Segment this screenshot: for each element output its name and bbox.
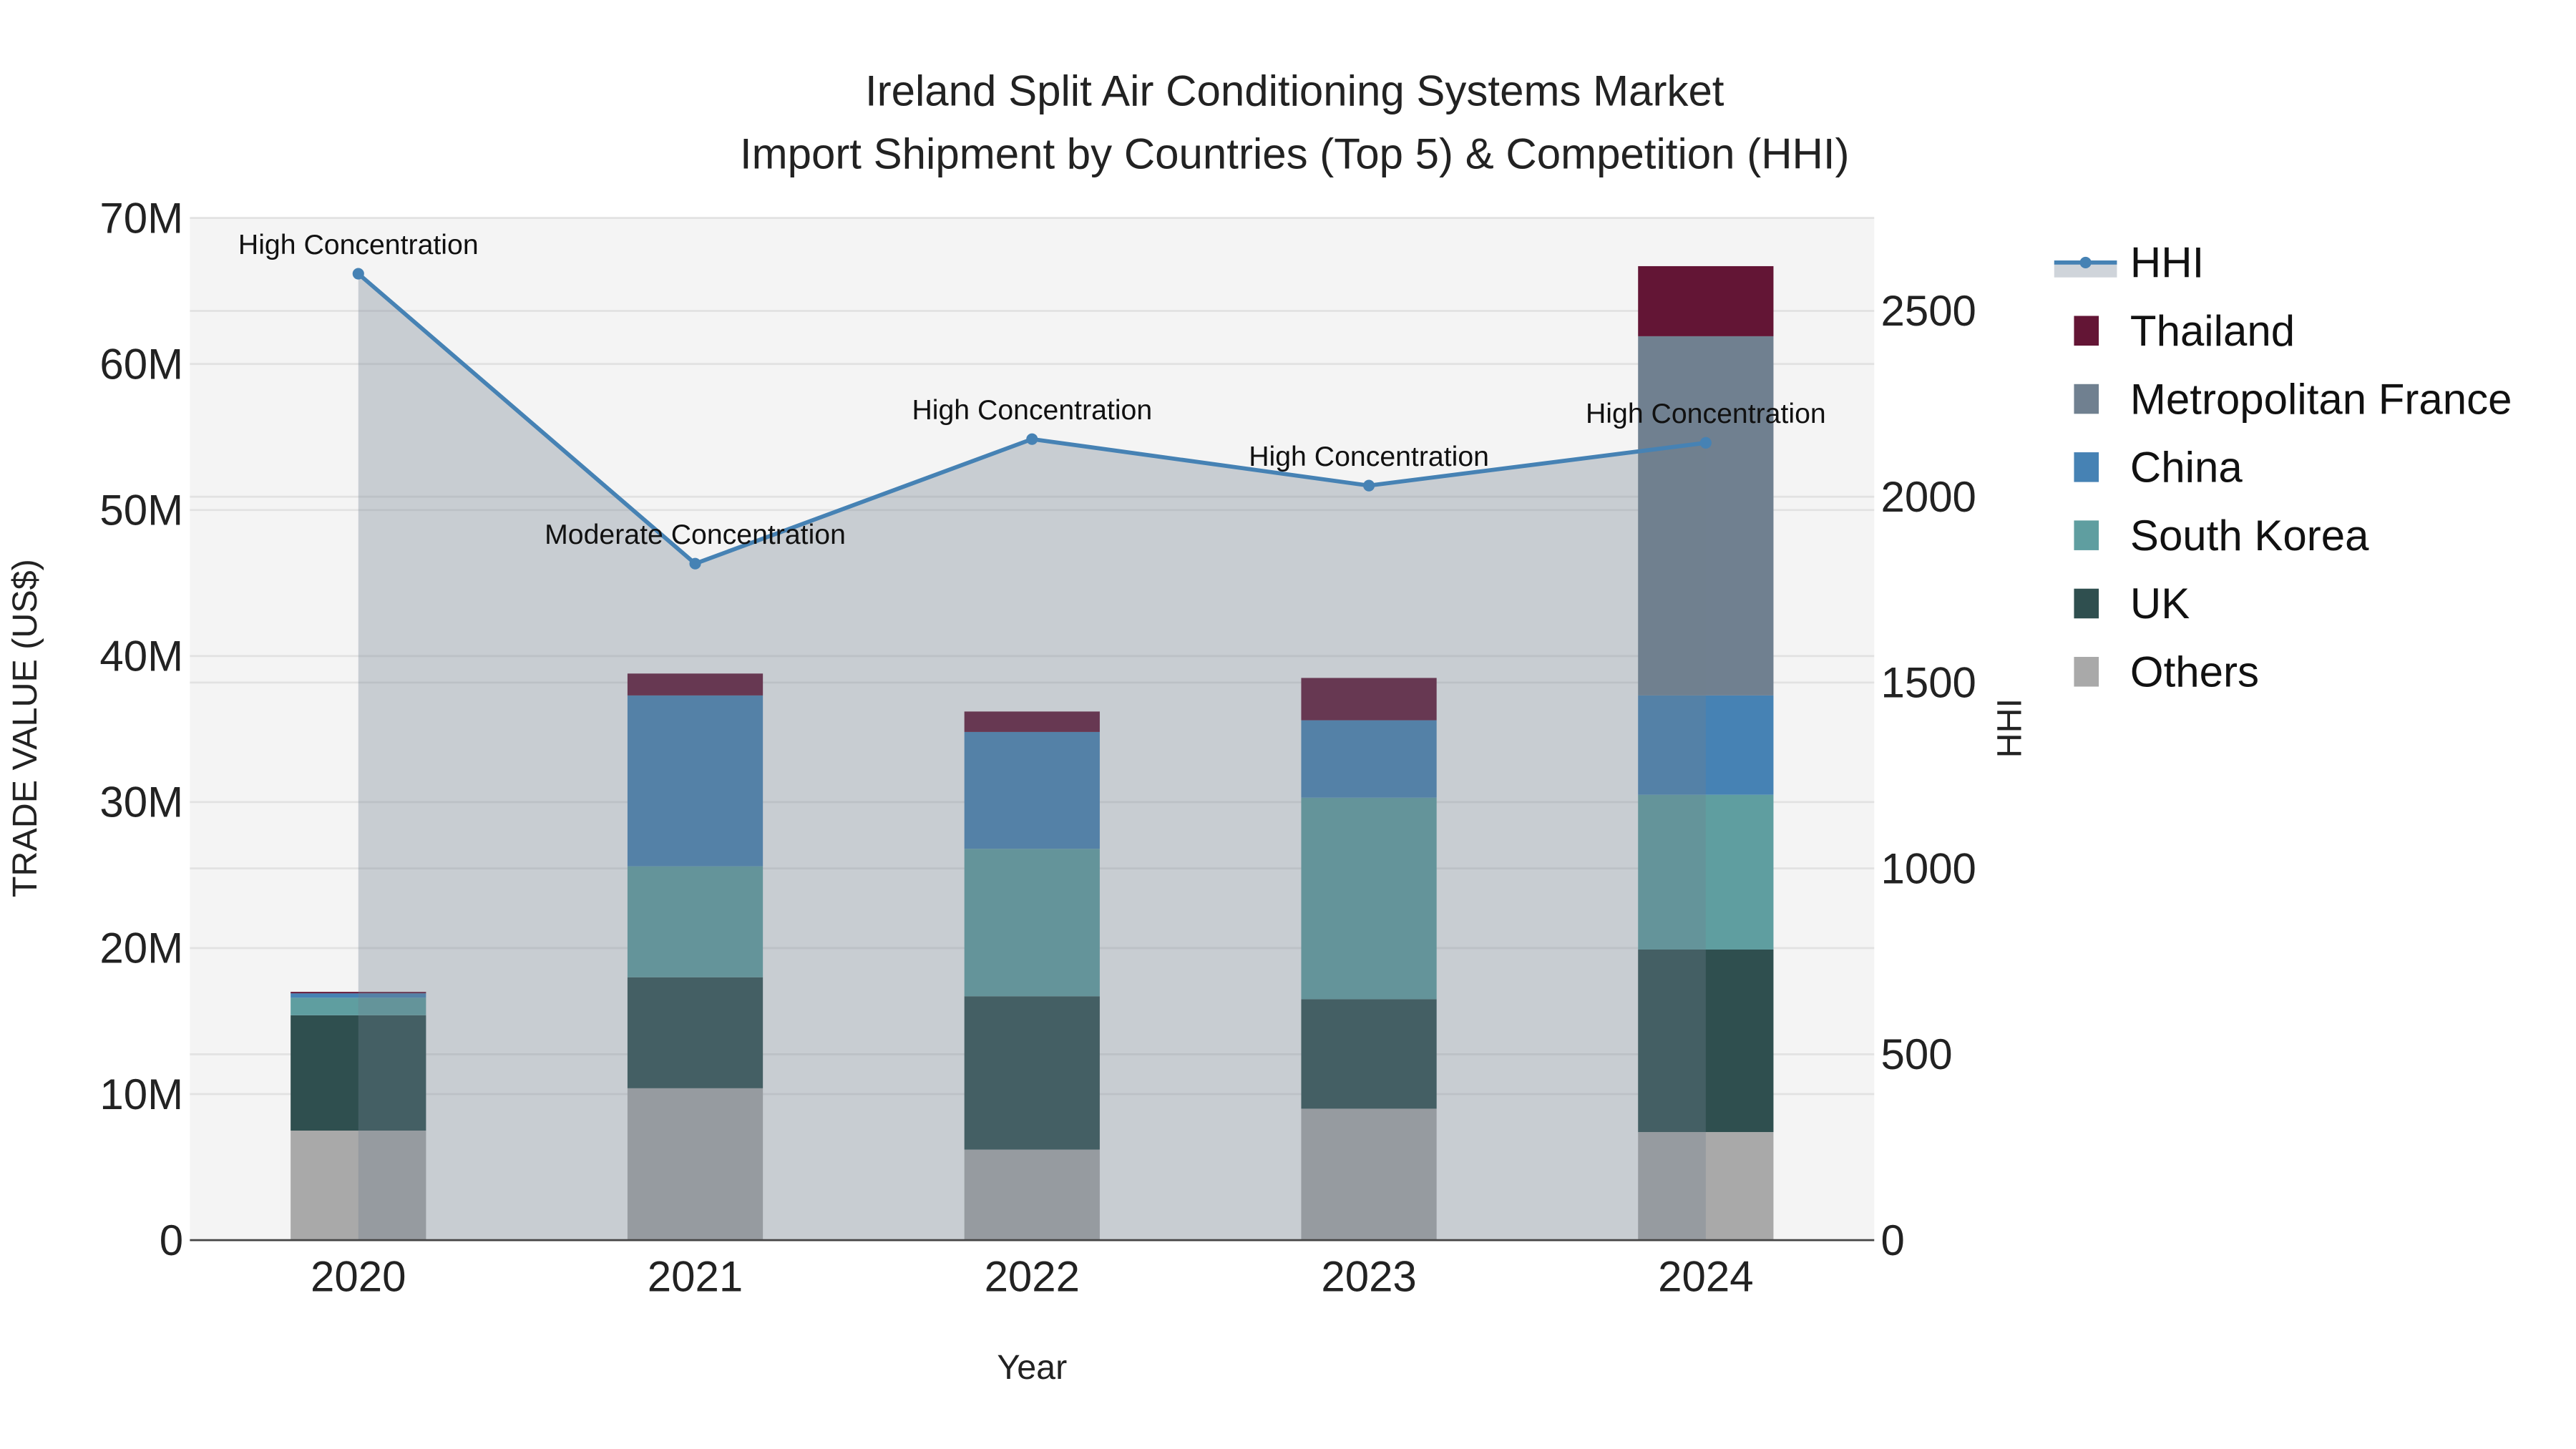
y2-tick-label: 0: [1880, 1216, 1904, 1264]
legend-item-south-korea[interactable]: South Korea: [2074, 512, 2369, 560]
hhi-annotation: High Concentration: [1586, 398, 1826, 429]
y-tick-label: 60M: [99, 340, 183, 388]
hhi-point-2023: [1363, 479, 1375, 492]
legend-label: Metropolitan France: [2130, 375, 2512, 423]
bar-china-2023: [1301, 720, 1437, 798]
y-axis-label: TRADE VALUE (US$): [6, 559, 44, 897]
bar-thailand-2023: [1301, 678, 1437, 721]
bar-others-2021: [627, 1088, 763, 1241]
hhi-annotation: Moderate Concentration: [545, 519, 846, 550]
y-tick-label: 50M: [99, 487, 183, 535]
y2-tick-label: 2000: [1880, 473, 1976, 521]
y2-tick-label: 1000: [1880, 844, 1976, 892]
legend-label: HHI: [2130, 239, 2204, 287]
bar-uk-2020: [291, 1015, 426, 1131]
bar-china-2021: [627, 695, 763, 867]
bar-thailand-2024: [1638, 265, 1774, 336]
hhi-annotation: High Concentration: [238, 229, 479, 260]
bar-south-korea-2022: [964, 849, 1100, 997]
y2-tick-label: 500: [1880, 1030, 1952, 1078]
legend-item-thailand[interactable]: Thailand: [2074, 307, 2295, 355]
legend-label: UK: [2130, 580, 2190, 628]
legend-label: China: [2130, 444, 2243, 492]
bar-others-2020: [291, 1131, 426, 1241]
hhi-annotation: High Concentration: [1249, 441, 1489, 472]
y-tick-label: 20M: [99, 924, 183, 972]
bar-uk-2024: [1638, 949, 1774, 1133]
bar-south-korea-2023: [1301, 797, 1437, 1000]
chart-title-line2: Import Shipment by Countries (Top 5) & C…: [740, 130, 1850, 177]
y2-tick-label: 2500: [1880, 287, 1976, 335]
bar-others-2024: [1638, 1132, 1774, 1241]
legend-swatch: [2074, 452, 2099, 482]
bar-thailand-2021: [627, 673, 763, 696]
legend-item-others[interactable]: Others: [2074, 648, 2259, 696]
legend-label: Thailand: [2130, 307, 2295, 355]
x-tick-label: 2024: [1658, 1253, 1753, 1301]
chart-title-line1: Ireland Split Air Conditioning Systems M…: [865, 67, 1724, 115]
y2-axis-label: HHI: [1991, 698, 2029, 758]
legend-item-china[interactable]: China: [2074, 444, 2243, 492]
x-tick-label: 2022: [985, 1253, 1080, 1301]
bar-china-2020: [291, 993, 426, 998]
legend-swatch: [2074, 520, 2099, 550]
hhi-point-2021: [689, 557, 701, 570]
legend-swatch: [2074, 316, 2099, 346]
bar-thailand-2020: [291, 992, 426, 994]
x-axis-label: Year: [997, 1348, 1067, 1387]
legend-hhi-marker: [2079, 256, 2092, 268]
bar-others-2022: [964, 1149, 1100, 1241]
hhi-annotation: High Concentration: [912, 394, 1152, 426]
bar-uk-2023: [1301, 999, 1437, 1109]
y2-tick-label: 1500: [1880, 659, 1976, 707]
hhi-area: [358, 273, 1706, 1241]
y-tick-label: 40M: [99, 633, 183, 680]
hhi-point-2020: [352, 268, 364, 280]
y-tick-label: 70M: [99, 194, 183, 242]
bar-south-korea-2024: [1638, 794, 1774, 950]
bar-metropolitan-france-2024: [1638, 336, 1774, 696]
hhi-point-2024: [1699, 436, 1712, 449]
legend-swatch: [2074, 588, 2099, 619]
hhi-point-2022: [1026, 433, 1038, 445]
legend-label: Others: [2130, 648, 2259, 696]
bar-thailand-2022: [964, 711, 1100, 732]
legend-hhi-area-swatch: [2054, 262, 2117, 278]
legend-item-hhi[interactable]: HHI: [2054, 239, 2204, 287]
x-tick-label: 2023: [1321, 1253, 1416, 1301]
y-tick-label: 0: [160, 1216, 183, 1264]
bar-south-korea-2021: [627, 866, 763, 977]
legend-swatch: [2074, 657, 2099, 687]
bar-uk-2021: [627, 977, 763, 1088]
legend-item-uk[interactable]: UK: [2074, 580, 2190, 628]
bar-others-2023: [1301, 1108, 1437, 1241]
x-tick-label: 2021: [648, 1253, 743, 1301]
x-tick-label: 2020: [311, 1253, 406, 1301]
legend-label: South Korea: [2130, 512, 2369, 560]
bar-uk-2022: [964, 996, 1100, 1150]
bar-china-2022: [964, 731, 1100, 849]
legend-swatch: [2074, 384, 2099, 414]
bar-south-korea-2020: [291, 997, 426, 1015]
y-tick-label: 10M: [99, 1070, 183, 1118]
legend-item-metropolitan-france[interactable]: Metropolitan France: [2074, 375, 2512, 423]
y-tick-label: 30M: [99, 779, 183, 826]
bar-china-2024: [1638, 695, 1774, 795]
